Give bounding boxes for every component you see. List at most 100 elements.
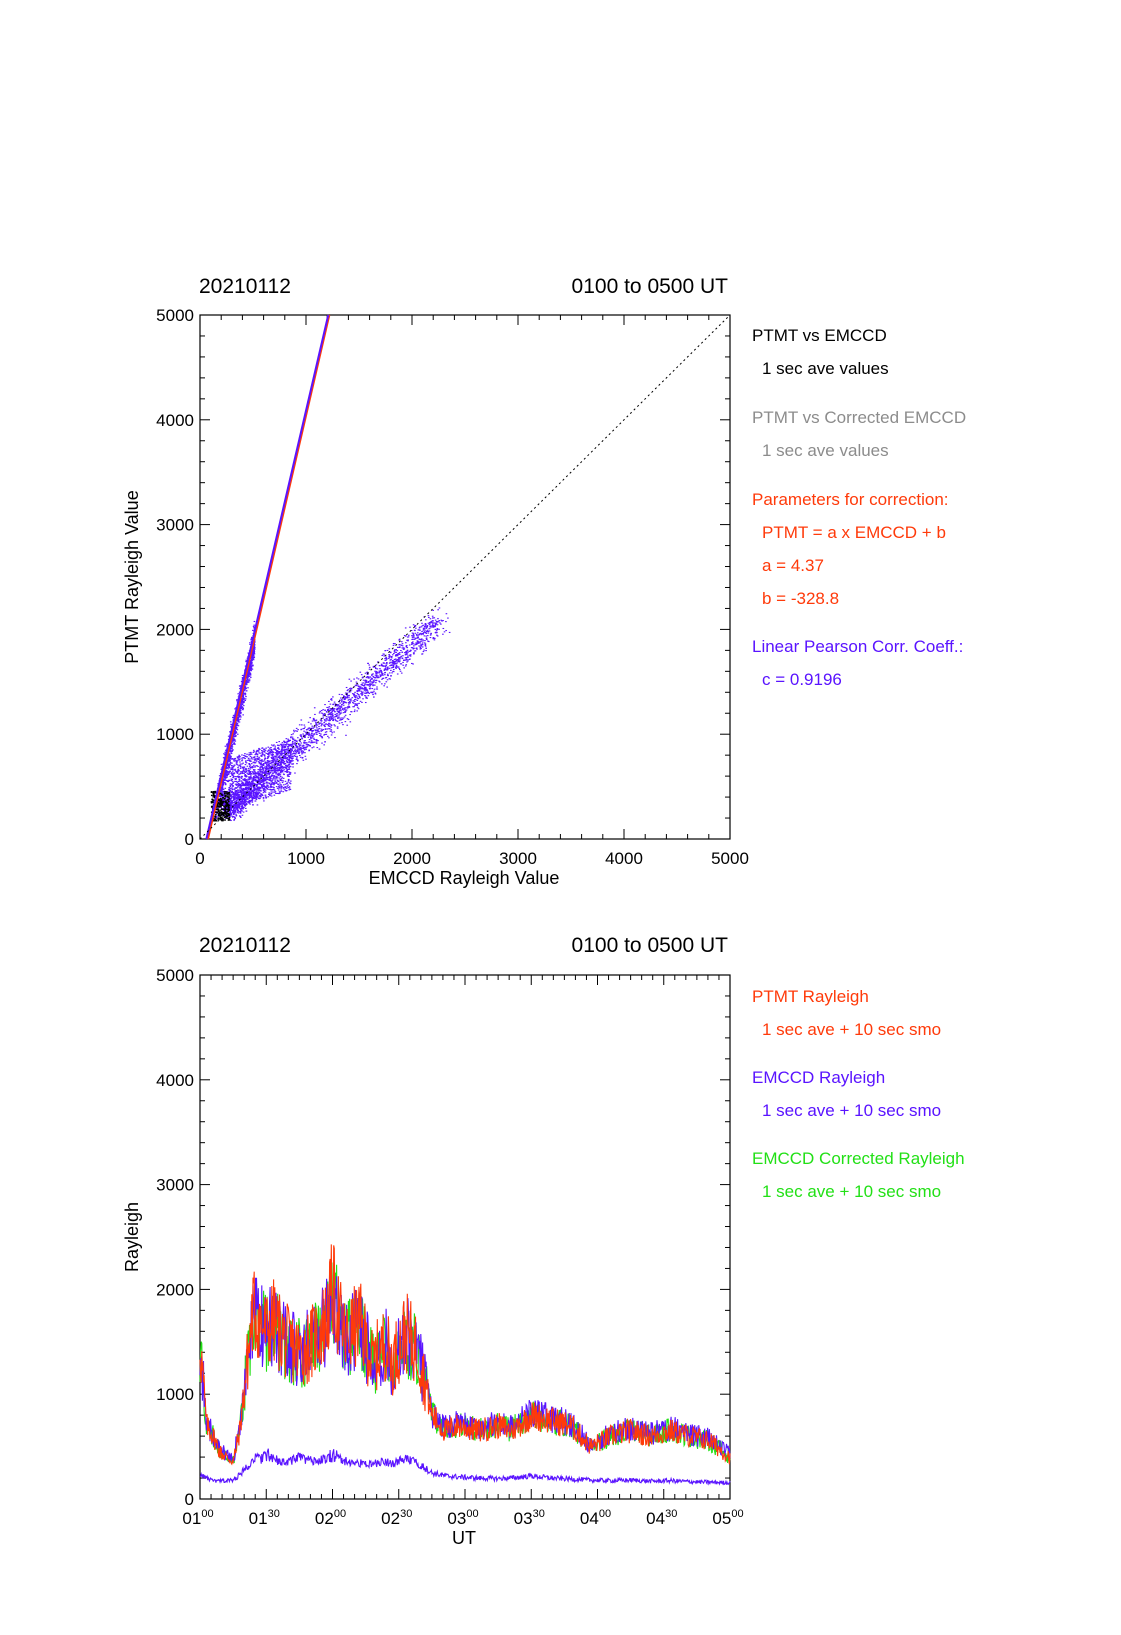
scatter-point xyxy=(259,771,262,773)
scatter-point xyxy=(282,750,285,752)
scatter-point xyxy=(264,767,267,769)
scatter-point xyxy=(244,764,247,766)
scatter-point xyxy=(344,714,347,716)
scatter-point xyxy=(312,729,314,732)
scatter-point xyxy=(253,751,255,753)
scatter-point xyxy=(242,789,245,792)
scatter-point xyxy=(414,637,417,639)
scatter-point xyxy=(242,691,245,693)
scatter-point xyxy=(250,758,253,760)
scatter-point xyxy=(279,792,281,794)
scatter-point xyxy=(425,650,427,652)
scatter-point xyxy=(388,654,390,656)
scatter-point xyxy=(404,635,407,637)
scatter-point xyxy=(395,649,397,651)
scatter-point xyxy=(236,722,239,724)
scatter-point xyxy=(289,756,292,758)
scatter-point xyxy=(432,617,434,619)
scatter-point xyxy=(239,709,242,712)
scatter-point xyxy=(365,696,368,698)
scatter-point xyxy=(268,760,271,762)
scatter-point xyxy=(379,668,381,670)
scatter-point xyxy=(339,709,341,711)
scatter-point xyxy=(421,653,424,655)
scatter-point xyxy=(236,719,238,721)
scatter-point xyxy=(316,739,318,741)
scatter-point xyxy=(270,795,273,797)
scatter-point xyxy=(334,718,336,720)
scatter-point xyxy=(275,762,278,764)
scatter-point xyxy=(424,624,427,626)
scatter-point xyxy=(251,783,254,785)
scatter-point xyxy=(232,796,234,798)
scatter-point xyxy=(268,765,271,767)
scatter-point xyxy=(278,745,280,747)
scatter-point xyxy=(234,740,237,742)
scatter-point xyxy=(440,623,442,625)
scatter-point xyxy=(282,756,285,758)
scatter-point xyxy=(275,792,277,794)
scatter-point xyxy=(238,773,240,775)
scatter-point xyxy=(273,788,275,790)
scatter-point xyxy=(375,688,378,690)
scatter-point xyxy=(248,671,250,673)
scatter-point xyxy=(277,766,279,769)
scatter-point xyxy=(334,703,336,705)
scatter-point xyxy=(384,666,387,668)
scatter-point xyxy=(252,786,255,788)
scatter-point xyxy=(247,674,250,676)
scatter-point xyxy=(274,778,277,780)
scatter-point xyxy=(286,756,289,759)
scatter-point xyxy=(227,760,230,762)
scatter-point xyxy=(361,676,364,678)
scatter-point xyxy=(265,766,268,768)
scatter-point xyxy=(231,787,233,789)
scatter-point xyxy=(290,746,293,748)
scatter-point xyxy=(400,672,403,674)
scatter-point xyxy=(277,785,280,787)
scatter-point xyxy=(276,764,279,767)
scatter-point xyxy=(329,716,331,718)
scatter-point xyxy=(260,787,262,789)
scatter-point xyxy=(435,621,438,623)
scatter-point xyxy=(241,760,243,762)
scatter-point xyxy=(336,710,339,712)
scatter-point xyxy=(252,791,255,794)
scatter-point xyxy=(361,693,363,695)
scatter-point xyxy=(406,650,409,652)
scatter-point xyxy=(318,727,321,730)
scatter-point xyxy=(238,685,241,687)
scatter-point xyxy=(267,788,269,790)
scatter-point xyxy=(233,772,236,774)
scatter-point xyxy=(245,774,247,776)
scatter-point xyxy=(283,740,286,742)
scatter-point xyxy=(420,645,423,647)
scatter-point xyxy=(349,701,351,703)
scatter-point xyxy=(220,796,222,798)
scatter-point xyxy=(289,773,292,775)
scatter-point xyxy=(276,762,279,764)
scatter-point xyxy=(300,742,303,744)
scatter-point xyxy=(229,751,232,753)
scatter-point xyxy=(436,624,439,626)
scatter-point xyxy=(220,787,223,789)
scatter-point xyxy=(272,782,275,784)
scatter-point xyxy=(331,732,334,734)
scatter-point xyxy=(420,634,423,636)
scatter-point xyxy=(230,787,232,789)
scatter-point xyxy=(241,810,243,812)
scatter-point xyxy=(233,793,236,795)
scatter-point xyxy=(414,632,417,634)
scatter-point xyxy=(423,627,426,629)
scatter-point xyxy=(252,792,255,794)
scatter-point xyxy=(372,666,375,668)
scatter-point xyxy=(336,726,339,728)
scatter-point xyxy=(239,688,241,690)
scatter-point xyxy=(328,700,330,703)
scatter-point xyxy=(402,661,404,663)
scatter-point xyxy=(362,679,365,681)
scatter-point xyxy=(358,690,361,692)
scatter-point xyxy=(268,776,271,778)
scatter-point xyxy=(265,752,268,754)
scatter-point xyxy=(284,786,286,788)
